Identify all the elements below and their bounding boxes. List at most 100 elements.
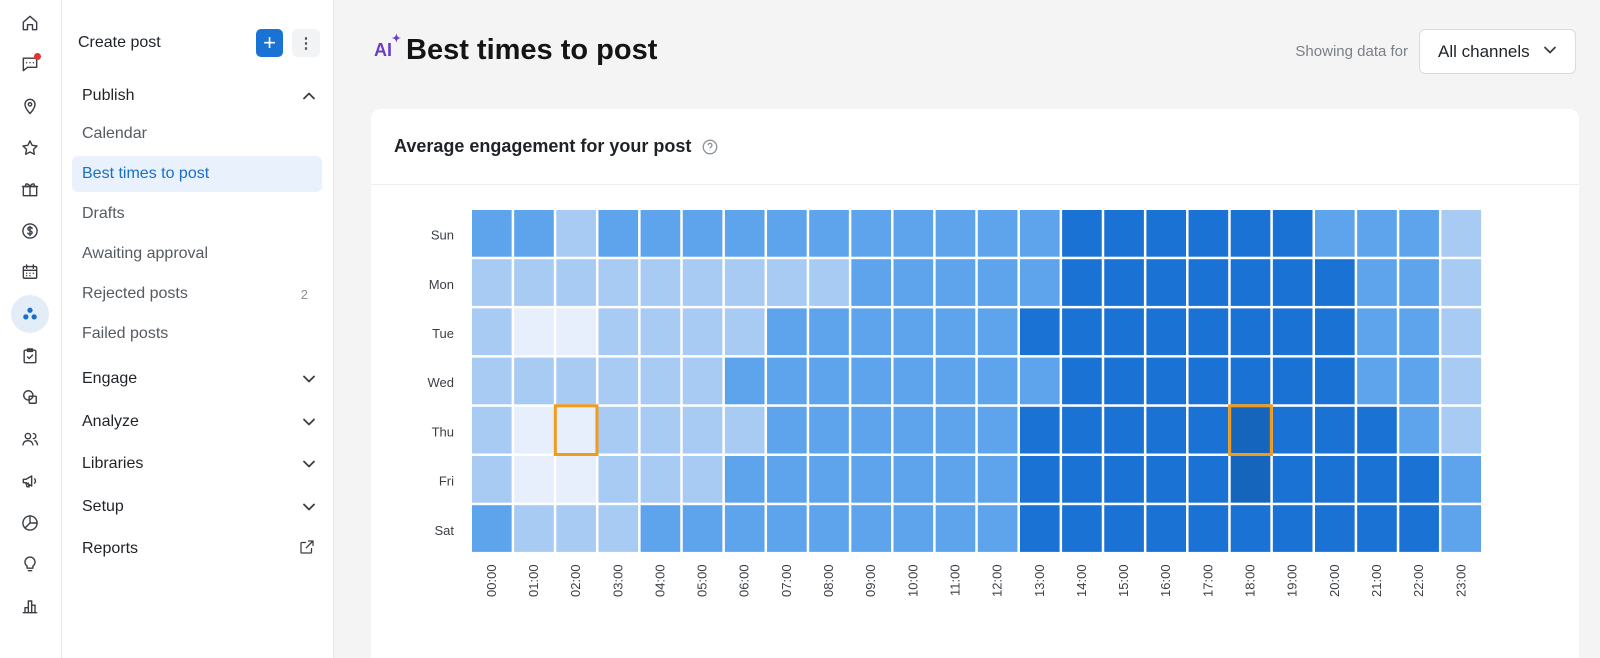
heatmap-cell[interactable]	[640, 406, 681, 454]
nav-item-drafts[interactable]: Drafts	[72, 196, 322, 232]
heatmap-cell[interactable]	[1272, 210, 1313, 257]
heatmap-cell[interactable]	[556, 259, 596, 306]
home-icon[interactable]	[11, 4, 49, 42]
heatmap-cell[interactable]	[851, 308, 891, 356]
channel-select[interactable]: All channels	[1419, 29, 1576, 74]
heatmap-cell[interactable]	[977, 456, 1018, 503]
heatmap-cell[interactable]	[556, 505, 596, 552]
create-post-button[interactable]: +	[256, 29, 283, 57]
heatmap-cell[interactable]	[514, 456, 554, 503]
heatmap-cell[interactable]	[1272, 259, 1313, 306]
heatmap-cell[interactable]	[1188, 456, 1229, 503]
heatmap-cell[interactable]	[472, 357, 512, 405]
heatmap-cell[interactable]	[1315, 505, 1355, 552]
heatmap-cell[interactable]	[851, 357, 891, 405]
reports-link[interactable]: Reports	[82, 536, 316, 562]
heatmap-cell[interactable]	[598, 308, 639, 356]
heatmap-cell[interactable]	[514, 259, 554, 306]
heatmap-cell[interactable]	[1062, 210, 1102, 257]
heatmap-cell[interactable]	[1399, 308, 1439, 356]
bar-chart-icon[interactable]	[11, 587, 49, 625]
heatmap-cell[interactable]	[977, 357, 1018, 405]
heatmap-cell[interactable]	[935, 259, 976, 306]
heatmap-cell[interactable]	[1357, 210, 1397, 257]
heatmap-cell[interactable]	[598, 505, 639, 552]
dollar-icon[interactable]	[11, 212, 49, 250]
heatmap-cell[interactable]	[1062, 357, 1102, 405]
engage-section-toggle[interactable]: Engage	[82, 366, 316, 392]
heatmap-cell[interactable]	[977, 210, 1018, 257]
heatmap-cell[interactable]	[767, 259, 807, 306]
heatmap-cell[interactable]	[1146, 259, 1187, 306]
heatmap-cell[interactable]	[556, 308, 596, 356]
heatmap-cell[interactable]	[1441, 259, 1482, 306]
heatmap-cell[interactable]	[472, 456, 512, 503]
heatmap-cell[interactable]	[977, 505, 1018, 552]
heatmap-cell[interactable]	[1062, 308, 1102, 356]
heatmap-cell[interactable]	[1062, 505, 1102, 552]
heatmap-cell[interactable]	[1272, 456, 1313, 503]
heatmap-cell[interactable]	[1104, 308, 1144, 356]
heatmap-cell[interactable]	[1357, 357, 1397, 405]
heatmap-cell[interactable]	[1062, 259, 1102, 306]
heatmap-cell[interactable]	[556, 456, 596, 503]
heatmap-cell[interactable]	[851, 210, 891, 257]
heatmap-cell[interactable]	[682, 406, 723, 454]
heatmap-cell[interactable]	[1399, 456, 1439, 503]
heatmap-cell[interactable]	[514, 308, 554, 356]
heatmap-cell[interactable]	[1441, 456, 1482, 503]
calendar-icon[interactable]	[11, 253, 49, 291]
heatmap-cell[interactable]	[1441, 210, 1482, 257]
heatmap-cell[interactable]	[851, 505, 891, 552]
heatmap-cell[interactable]	[1188, 357, 1229, 405]
libraries-section-toggle[interactable]: Libraries	[82, 451, 316, 477]
help-icon[interactable]	[701, 138, 719, 156]
heatmap-cell[interactable]	[1188, 406, 1229, 454]
heatmap-cell[interactable]	[724, 210, 765, 257]
heatmap-cell[interactable]	[767, 357, 807, 405]
heatmap-cell[interactable]	[935, 406, 976, 454]
heatmap-cell[interactable]	[1357, 308, 1397, 356]
heatmap-cell[interactable]	[1230, 456, 1271, 503]
heatmap-cell[interactable]	[1357, 406, 1397, 454]
heatmap-cell[interactable]	[1104, 505, 1144, 552]
heatmap-cell[interactable]	[809, 456, 849, 503]
heatmap-cell[interactable]	[1399, 505, 1439, 552]
heatmap-cell[interactable]	[640, 357, 681, 405]
heatmap-cell[interactable]	[724, 456, 765, 503]
heatmap-cell[interactable]	[598, 259, 639, 306]
heatmap-cell[interactable]	[598, 210, 639, 257]
heatmap-cell[interactable]	[1188, 308, 1229, 356]
heatmap-cell[interactable]	[893, 210, 934, 257]
heatmap-cell[interactable]	[472, 308, 512, 356]
heatmap-cell[interactable]	[1062, 406, 1102, 454]
heatmap-cell[interactable]	[556, 406, 596, 454]
analyze-section-toggle[interactable]: Analyze	[82, 409, 316, 435]
heatmap-cell[interactable]	[682, 505, 723, 552]
heatmap-cell[interactable]	[935, 357, 976, 405]
heatmap-cell[interactable]	[724, 505, 765, 552]
heatmap-cell[interactable]	[1315, 259, 1355, 306]
heatmap-cell[interactable]	[1019, 505, 1060, 552]
heatmap-cell[interactable]	[682, 259, 723, 306]
heatmap-cell[interactable]	[1146, 308, 1187, 356]
heatmap-cell[interactable]	[1315, 210, 1355, 257]
heatmap-cell[interactable]	[1272, 406, 1313, 454]
heatmap-cell[interactable]	[472, 505, 512, 552]
heatmap-cell[interactable]	[556, 357, 596, 405]
heatmap-cell[interactable]	[1146, 357, 1187, 405]
heatmap-cell[interactable]	[1104, 456, 1144, 503]
heatmap-cell[interactable]	[1357, 456, 1397, 503]
heatmap-cell[interactable]	[893, 505, 934, 552]
heatmap-cell[interactable]	[1399, 357, 1439, 405]
heatmap-cell[interactable]	[514, 210, 554, 257]
heatmap-cell[interactable]	[1315, 308, 1355, 356]
heatmap-cell[interactable]	[1146, 210, 1187, 257]
heatmap-cell[interactable]	[809, 308, 849, 356]
heatmap-cell[interactable]	[809, 505, 849, 552]
shapes-icon[interactable]	[11, 378, 49, 416]
heatmap-cell[interactable]	[1019, 259, 1060, 306]
heatmap-cell[interactable]	[767, 406, 807, 454]
heatmap-cell[interactable]	[977, 259, 1018, 306]
heatmap-cell[interactable]	[1230, 406, 1271, 454]
